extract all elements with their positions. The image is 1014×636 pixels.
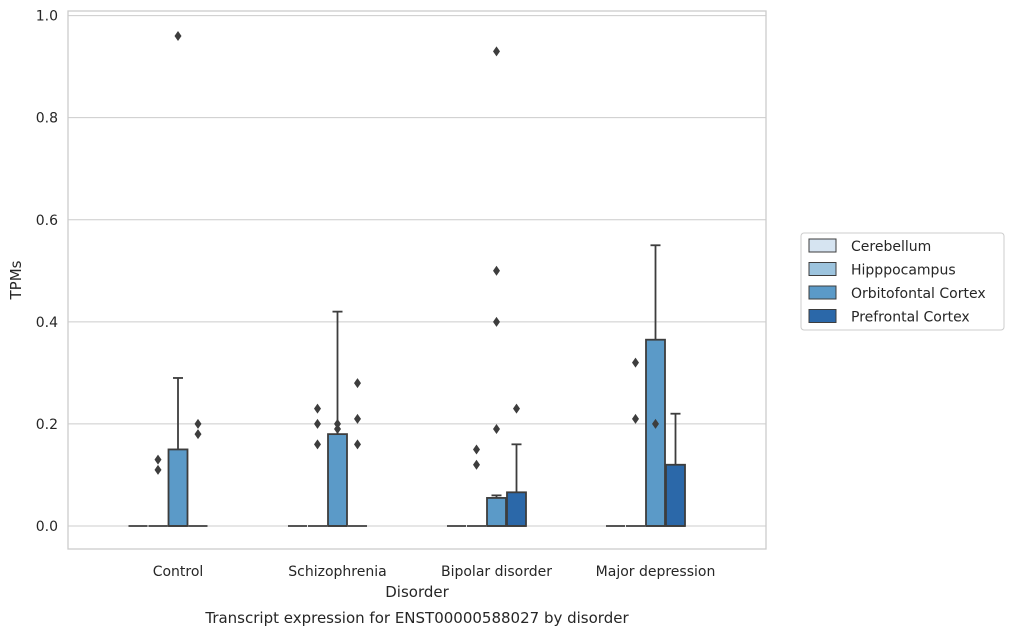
outlier-point (493, 265, 500, 276)
legend-swatch (808, 285, 837, 300)
y-tick-label: 0.6 (36, 213, 58, 229)
outlier-point (314, 418, 321, 429)
outlier-point (652, 418, 659, 429)
box (665, 412, 686, 527)
box (506, 443, 527, 527)
outliers (154, 31, 659, 475)
x-tick-label: Schizophrenia (288, 564, 386, 580)
chart-caption: Transcript expression for ENST0000058802… (204, 609, 629, 627)
x-tick-label: Control (153, 564, 204, 580)
legend: Cerebellum Hipppocampus Orbitofontal Corte… (800, 232, 1005, 331)
box-body (486, 497, 507, 527)
box (645, 244, 666, 527)
box-body (327, 433, 348, 527)
outlier-point (314, 439, 321, 450)
y-axis-label: TPMs (7, 260, 25, 300)
legend-label: Prefrontal Cortex (851, 310, 970, 326)
legend-swatch (808, 309, 837, 323)
box-body (167, 448, 189, 527)
box (486, 494, 507, 527)
y-tick-label: 0.4 (36, 315, 58, 331)
y-tick-label: 0.8 (36, 111, 58, 127)
y-tick-label: 1.0 (36, 9, 58, 25)
outlier-point (194, 418, 202, 429)
legend-swatch (808, 262, 837, 276)
outlier-point (473, 444, 480, 455)
outlier-point (632, 357, 639, 368)
x-tick-label: Bipolar disorder (441, 564, 552, 580)
outlier-point (493, 46, 500, 57)
box-body (665, 463, 686, 527)
outlier-point (632, 413, 639, 424)
y-tick-label: 0.2 (36, 417, 58, 433)
outlier-point (493, 424, 500, 435)
outlier-point (194, 429, 202, 440)
outlier-point (354, 378, 361, 389)
x-axis-label: Disorder (385, 583, 449, 601)
legend-label: Cerebellum (851, 239, 931, 255)
legend-swatch (808, 238, 837, 253)
plot-frame (67, 10, 767, 550)
x-axis-ticks: Control Schizophrenia Bipolar disorder Majo… (153, 564, 716, 580)
box (167, 377, 189, 527)
outlier-point (354, 439, 361, 450)
outlier-point (154, 454, 162, 465)
outlier-point (174, 31, 182, 41)
legend-label: Hipppocampus (851, 263, 956, 279)
legend-label: Orbitofontal Cortex (851, 286, 986, 302)
outlier-point (314, 403, 321, 414)
outlier-point (154, 464, 162, 475)
outlier-point (513, 403, 520, 414)
outlier-point (334, 424, 341, 435)
y-axis-ticks: 0.0 0.2 0.4 0.6 0.8 1.0 (36, 9, 58, 535)
outlier-point (473, 459, 480, 470)
x-tick-label: Major depression (596, 564, 716, 580)
outlier-point (354, 413, 361, 424)
outlier-point (493, 316, 500, 327)
outlier-point (334, 418, 341, 429)
box-body (645, 338, 666, 527)
legend-frame (800, 232, 1005, 331)
boxes (128, 244, 686, 527)
box-body (506, 491, 527, 527)
y-tick-label: 0.0 (36, 519, 58, 535)
box (327, 310, 348, 527)
